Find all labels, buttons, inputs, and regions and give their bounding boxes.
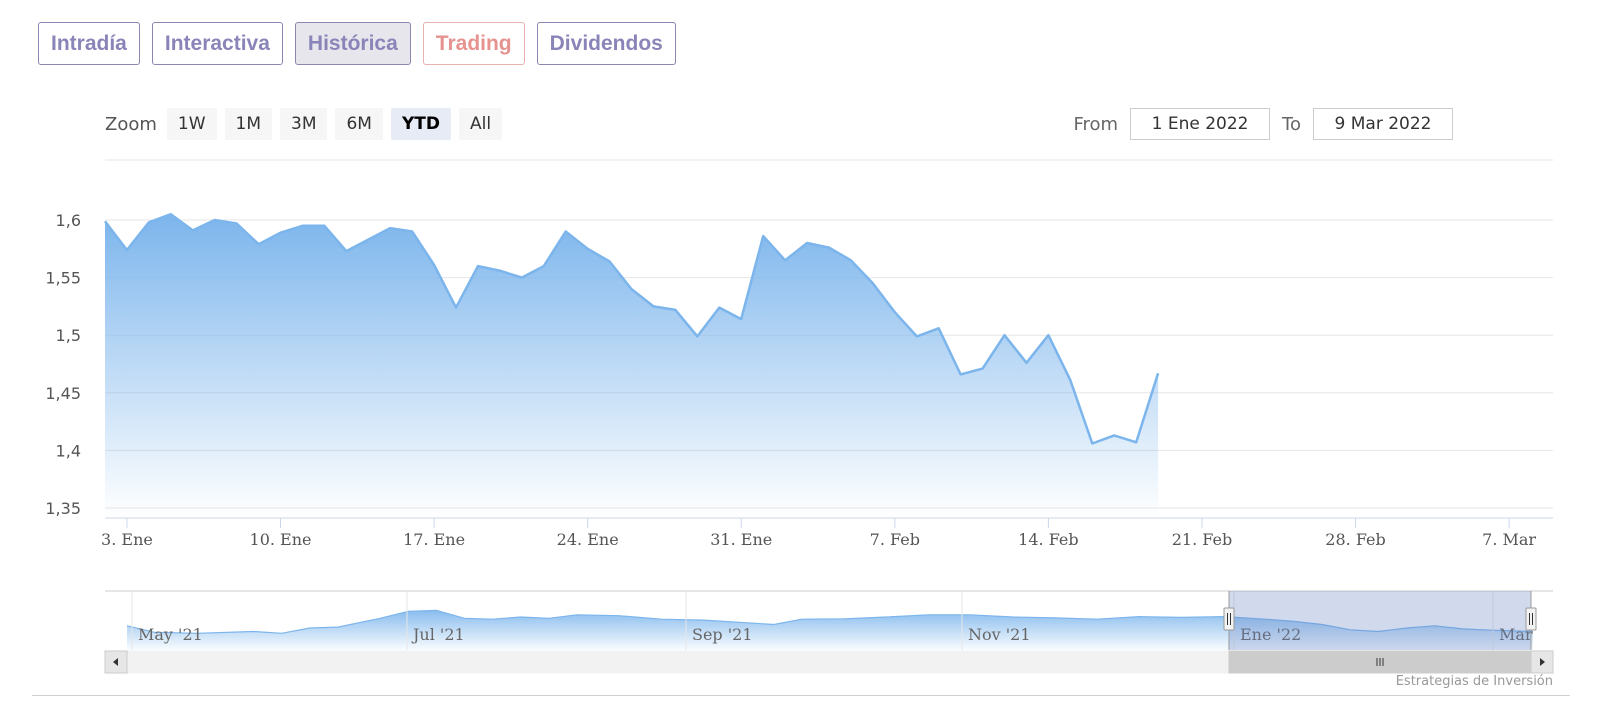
x-tick-label: 21. Feb [1172, 530, 1232, 549]
zoom-3m-button[interactable]: 3M [280, 108, 328, 140]
x-tick-label: 28. Feb [1325, 530, 1385, 549]
navigator-x-label: Ene '22 [1240, 625, 1301, 644]
y-tick-label: 1,6 [56, 211, 81, 230]
x-tick-label: 31. Ene [710, 530, 772, 549]
y-tick-label: 1,55 [45, 269, 81, 288]
navigator-handle-left[interactable] [1223, 607, 1235, 631]
x-tick-label: 14. Feb [1018, 530, 1078, 549]
y-tick-label: 1,4 [56, 441, 81, 460]
x-tick-label: 24. Ene [557, 530, 619, 549]
x-tick-label: 7. Feb [870, 530, 920, 549]
scroll-left-arrow-icon [113, 658, 118, 666]
credits: Estrategias de Inversión [1395, 674, 1553, 689]
zoom-ytd-button[interactable]: YTD [390, 108, 451, 140]
zoom-1m-button[interactable]: 1M [224, 108, 272, 140]
navigator-series-line [126, 609, 1534, 634]
navigator[interactable]: May '21 Jul '21 Sep '21 Nov '21 Ene '22 Mar [104, 590, 1554, 674]
tab-dividendos[interactable]: Dividendos [536, 22, 676, 65]
tab-historica[interactable]: Histórica [294, 22, 411, 65]
series-line [104, 212, 1160, 445]
zoom-label: Zoom [105, 113, 157, 135]
x-tick-label: 3. Ene [101, 530, 153, 549]
scroll-right-arrow-icon [1540, 658, 1545, 666]
navigator-x-label: Jul '21 [411, 625, 465, 644]
navigator-x-label: Mar [1499, 625, 1533, 644]
from-date-input[interactable]: 1 Ene 2022 [1130, 108, 1271, 140]
x-tick-label: 7. Mar [1482, 530, 1536, 549]
x-tick-label: 10. Ene [250, 530, 312, 549]
y-tick-label: 1,5 [56, 326, 81, 345]
zoom-all-button[interactable]: All [459, 108, 503, 140]
x-tick-label: 17. Ene [403, 530, 465, 549]
zoom-selector: Zoom 1W 1M 3M 6M YTD All [105, 108, 510, 140]
zoom-1w-button[interactable]: 1W [166, 108, 217, 140]
tab-intradia[interactable]: Intradía [38, 22, 140, 65]
divider [32, 695, 1570, 696]
date-range: From 1 Ene 2022 To 9 Mar 2022 [1061, 108, 1453, 140]
y-tick-label: 1,35 [45, 499, 81, 518]
y-tick-label: 1,45 [45, 384, 81, 403]
zoom-6m-button[interactable]: 6M [335, 108, 383, 140]
tab-trading[interactable]: Trading [422, 22, 525, 65]
from-label: From [1073, 113, 1119, 135]
navigator-x-label: May '21 [138, 625, 203, 644]
series-area [105, 214, 1159, 518]
navigator-x-label: Nov '21 [968, 625, 1031, 644]
to-label: To [1282, 113, 1301, 135]
to-date-input[interactable]: 9 Mar 2022 [1313, 108, 1453, 140]
navigator-handle-right[interactable] [1525, 607, 1537, 631]
navigator-x-label: Sep '21 [692, 625, 753, 644]
navigator-selection-mask[interactable] [1229, 591, 1531, 650]
tab-interactiva[interactable]: Interactiva [151, 22, 283, 65]
navigator-series-area [127, 610, 1533, 650]
chart-tabs: Intradía Interactiva Histórica Trading D… [38, 22, 676, 65]
